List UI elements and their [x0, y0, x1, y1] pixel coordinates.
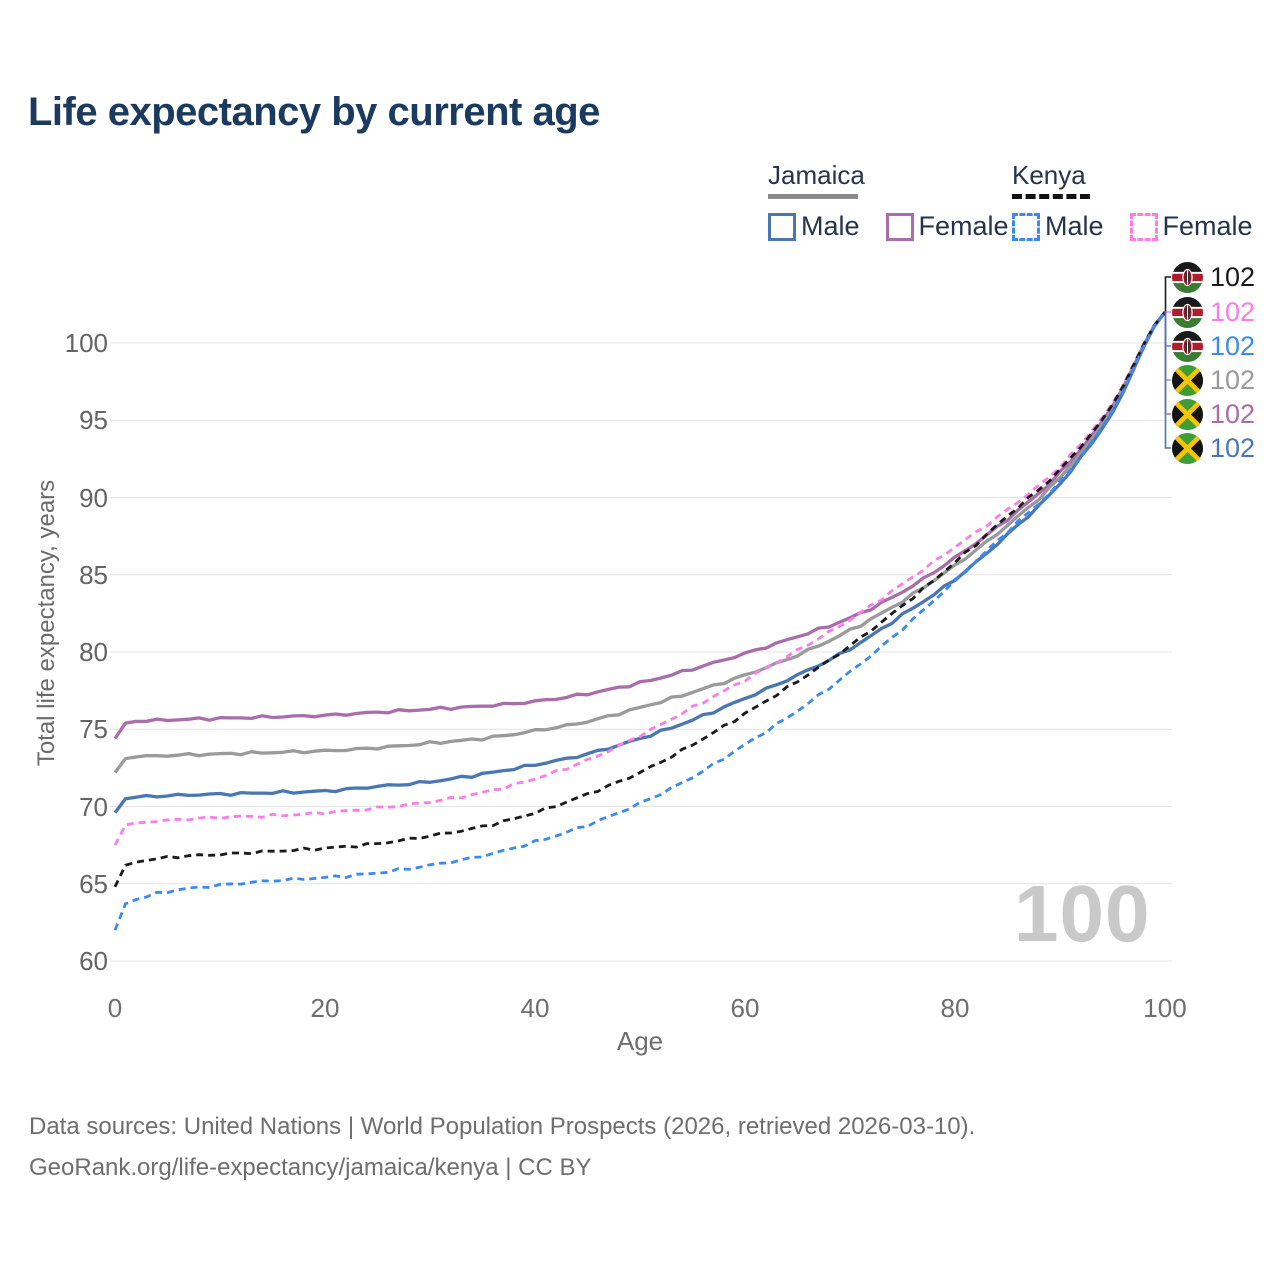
leader-line-kenya-male	[1164, 312, 1171, 347]
y-tick-label-65: 65	[79, 868, 108, 899]
y-tick-label-90: 90	[79, 482, 108, 513]
end-label-value: 102	[1210, 433, 1256, 463]
series-line-jamaica-both-sexes[interactable]	[113, 311, 1167, 774]
end-label-row-kenya-both-sexes[interactable]: 102	[1172, 261, 1255, 293]
legend-item-label: Male	[801, 211, 860, 241]
legend-item-label: Female	[1162, 211, 1253, 241]
x-tick-label-100: 100	[1143, 993, 1187, 1023]
end-label-value: 102	[1210, 297, 1256, 327]
kenya-male-swatch-icon	[1012, 212, 1040, 241]
jamaica-male-swatch-icon	[768, 212, 796, 241]
series-line-kenya-both-sexes[interactable]	[113, 311, 1167, 888]
end-label-value: 102	[1210, 262, 1256, 292]
legend-group-jamaica: Jamaica Male Female	[768, 160, 1009, 242]
end-label-row-jamaica-male[interactable]: 102	[1172, 432, 1255, 464]
legend-item-kenya-male[interactable]: Male	[1012, 211, 1104, 242]
end-label-value: 102	[1210, 399, 1256, 429]
leader-line-kenya-both-sexes	[1164, 276, 1171, 312]
series-line-kenya-male[interactable]	[113, 311, 1167, 931]
y-tick-label-70: 70	[79, 791, 108, 822]
legend-item-label: Male	[1045, 211, 1104, 241]
legend-jamaica-line-sample	[768, 194, 858, 199]
data-sources-text: Data sources: United Nations | World Pop…	[29, 1113, 976, 1140]
y-tick-label-85: 85	[79, 559, 108, 590]
y-tick-label-80: 80	[79, 637, 108, 667]
kenya-flag-icon	[1172, 296, 1203, 328]
y-tick-label-75: 75	[79, 714, 108, 745]
end-label-value: 102	[1210, 365, 1256, 395]
end-label-row-jamaica-both-sexes[interactable]: 102	[1172, 364, 1255, 396]
x-tick-label-40: 40	[520, 993, 550, 1023]
x-tick-label-20: 20	[310, 993, 340, 1023]
leader-line-jamaica-female	[1164, 312, 1171, 415]
kenya-flag-icon	[1172, 261, 1203, 293]
y-tick-label-95: 95	[79, 405, 108, 436]
legend-item-label: Female	[918, 211, 1009, 241]
legend-group-kenya: Kenya Male Female	[1012, 160, 1253, 242]
jamaica-flag-icon	[1172, 398, 1203, 430]
legend-group-label-kenya[interactable]: Kenya	[1012, 160, 1086, 190]
end-label-value: 102	[1210, 331, 1256, 361]
x-tick-label-80: 80	[940, 993, 970, 1023]
legend-item-jamaica-male[interactable]: Male	[768, 211, 860, 242]
jamaica-flag-icon	[1172, 364, 1203, 396]
legend-kenya-line-sample	[1012, 194, 1090, 199]
leader-line-jamaica-male	[1164, 312, 1171, 449]
legend-group-label-jamaica[interactable]: Jamaica	[768, 160, 865, 190]
series-line-jamaica-male[interactable]	[113, 311, 1167, 814]
jamaica-female-swatch-icon	[885, 212, 914, 241]
y-tick-label-100: 100	[64, 328, 108, 358]
x-tick-label-60: 60	[730, 993, 760, 1023]
end-label-row-jamaica-female[interactable]: 102	[1172, 398, 1255, 430]
end-label-row-kenya-female[interactable]: 102	[1172, 296, 1255, 328]
x-tick-label-0: 0	[107, 993, 123, 1023]
source-url-text[interactable]: GeoRank.org/life-expectancy/jamaica/keny…	[29, 1154, 592, 1181]
series-line-kenya-female[interactable]	[113, 311, 1167, 846]
y-tick-label-60: 60	[79, 946, 108, 976]
legend-item-jamaica-female[interactable]: Female	[885, 211, 1009, 242]
series-line-jamaica-female[interactable]	[113, 311, 1167, 740]
x-axis-title: Age	[616, 1026, 664, 1056]
legend-item-kenya-female[interactable]: Female	[1129, 211, 1253, 242]
footer-note: Data sources: United Nations | World Pop…	[29, 1106, 975, 1188]
end-label-row-kenya-male[interactable]: 102	[1172, 330, 1255, 362]
page-title: Life expectancy by current age	[28, 90, 600, 134]
kenya-female-swatch-icon	[1129, 212, 1158, 241]
kenya-flag-icon	[1172, 330, 1203, 362]
jamaica-flag-icon	[1172, 432, 1203, 464]
